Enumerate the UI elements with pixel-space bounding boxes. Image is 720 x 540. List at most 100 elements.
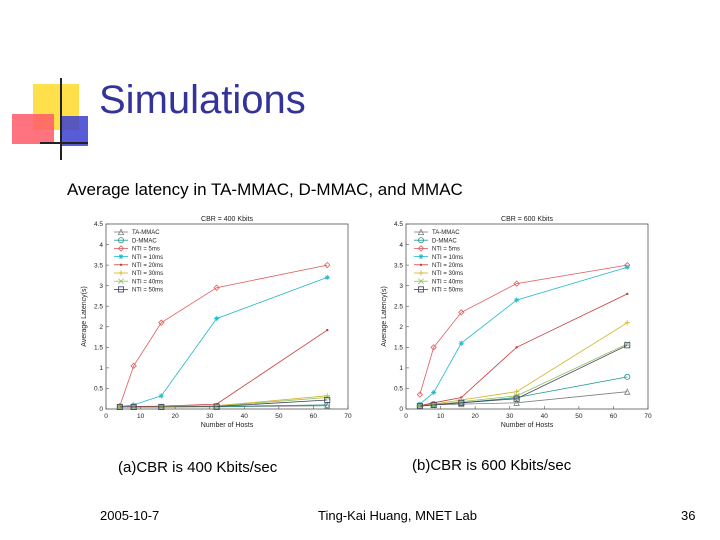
x-axis-label: Number of Hosts	[501, 422, 554, 429]
legend-label-d-mmac: D-MMAC	[432, 238, 457, 244]
x-tick-label: 60	[610, 413, 618, 420]
y-tick-label: 3.5	[94, 262, 103, 269]
data-point-nti-50ms	[324, 396, 331, 403]
data-point-ta-mmac	[513, 399, 520, 406]
legend-marker-ta-mmac	[117, 228, 125, 236]
chart-title: CBR = 400 Kbits	[201, 216, 253, 223]
data-point-nti-30ms	[624, 320, 630, 326]
y-tick-label: 0.5	[94, 386, 103, 393]
legend-marker-nti-30ms	[418, 270, 424, 276]
data-point-nti-5ms	[324, 261, 331, 269]
data-point-nti-10ms	[324, 274, 330, 281]
plot-area	[405, 223, 649, 410]
series-line-nti-5ms	[419, 264, 628, 395]
data-point-nti-50ms	[130, 403, 137, 410]
x-tick-label: 70	[644, 413, 652, 420]
x-tick-label: 0	[404, 413, 408, 420]
data-point-nti-20ms	[626, 292, 629, 296]
data-point-nti-50ms	[158, 403, 165, 410]
legend-label-nti-30ms: NTI = 30ms	[132, 271, 163, 277]
y-tick-label: 1.5	[394, 345, 403, 352]
y-tick-label: 0.5	[394, 386, 403, 393]
data-point-nti-20ms	[515, 346, 518, 349]
footer-date: 2005-10-7	[100, 508, 160, 523]
series-line-nti-50ms	[119, 399, 328, 408]
x-tick-label: 30	[206, 413, 214, 420]
data-point-nti-50ms	[430, 401, 437, 408]
legend-label-nti-5ms: NTI = 5ms	[432, 247, 460, 253]
legend-label-nti-50ms: NTI = 50ms	[432, 288, 463, 294]
chart-cbr-600: CBR = 600 Kbits 0 10 20 30 40 50 60 70 0 0.5 1 1.5 2 2…	[381, 216, 652, 429]
legend-marker-nti-20ms	[119, 263, 123, 266]
legend-marker-d-mmac	[418, 237, 425, 244]
data-point-nti-5ms	[513, 280, 520, 287]
legend-marker-nti-50ms	[118, 286, 125, 293]
data-point-nti-10ms	[158, 393, 164, 399]
data-point-nti-5ms	[213, 284, 220, 291]
series-markers-nti-50ms	[416, 342, 631, 410]
data-point-ta-mmac	[324, 402, 331, 409]
legend-marker-nti-50ms	[418, 286, 425, 293]
legend-label-d-mmac: D-MMAC	[132, 238, 157, 244]
legend-marker-nti-5ms	[117, 245, 125, 252]
legend-label-nti-10ms: NTI = 10ms	[132, 255, 163, 261]
y-tick-label: 1	[399, 365, 403, 372]
y-tick-label: 0	[399, 406, 403, 413]
x-tick-label: 20	[172, 413, 180, 420]
y-tick-label: 2.5	[394, 303, 403, 310]
legend-label-nti-20ms: NTI = 20ms	[132, 263, 163, 269]
chart-title: CBR = 600 Kbits	[501, 216, 553, 223]
x-tick-label: 10	[137, 413, 145, 420]
legend-marker-nti-20ms	[419, 263, 423, 266]
legend-label-nti-20ms: NTI = 20ms	[432, 263, 463, 269]
series-markers-nti-5ms	[116, 261, 331, 410]
x-tick-label: 0	[104, 413, 108, 420]
data-point-nti-5ms	[430, 344, 437, 351]
data-point-ta-mmac	[458, 400, 465, 408]
legend-marker-nti-10ms	[118, 254, 124, 260]
data-point-nti-10ms	[214, 315, 220, 322]
legend-label-nti-40ms: NTI = 40ms	[132, 279, 163, 285]
decor-vertical-line	[60, 78, 62, 160]
data-point-nti-50ms	[624, 342, 631, 349]
decor-horizontal-line	[40, 142, 88, 144]
legend-label-nti-5ms: NTI = 5ms	[132, 247, 160, 253]
slide-title: Simulations	[99, 78, 306, 122]
data-point-nti-10ms	[458, 340, 464, 346]
slide-subtitle: Average latency in TA-MMAC, D-MMAC, and …	[67, 180, 463, 199]
decor-red-square	[12, 114, 54, 144]
legend-marker-d-mmac	[118, 237, 125, 244]
legend-marker-nti-40ms	[418, 278, 424, 285]
y-tick-label: 4.5	[94, 221, 103, 228]
y-tick-label: 4.5	[394, 221, 403, 228]
series-line-nti-50ms	[419, 344, 628, 407]
slide-number: 36	[681, 508, 696, 523]
legend-marker-nti-30ms	[118, 270, 124, 276]
data-point-nti-10ms	[514, 297, 520, 303]
x-tick-label: 40	[241, 413, 249, 420]
legend-label-nti-50ms: NTI = 50ms	[132, 288, 163, 294]
y-tick-label: 0	[99, 406, 103, 413]
legend-label-nti-40ms: NTI = 40ms	[432, 279, 463, 285]
decor-blue-square	[60, 116, 88, 146]
data-point-nti-5ms	[458, 309, 465, 316]
data-point-nti-5ms	[130, 362, 137, 369]
data-point-nti-50ms	[458, 399, 465, 406]
caption-a: (a)CBR is 400 Kbits/sec	[118, 459, 278, 476]
data-point-nti-10ms	[624, 264, 630, 270]
data-point-nti-30ms	[514, 389, 520, 395]
series-line-nti-5ms	[119, 264, 328, 407]
data-point-d-mmac	[624, 373, 631, 380]
y-tick-label: 2.5	[94, 303, 103, 310]
data-point-nti-5ms	[416, 391, 423, 398]
data-point-nti-50ms	[213, 403, 220, 410]
y-tick-label: 2	[399, 324, 403, 331]
legend-label-ta-mmac: TA-MMAC	[432, 230, 460, 236]
x-tick-label: 50	[575, 413, 583, 420]
y-axis-label: Average Latency(s)	[81, 286, 88, 347]
chart-cbr-400: CBR = 400 Kbits 0 10 20 30 40 50 60 70 0 0.5 1 1.5 2 2…	[81, 216, 352, 429]
data-point-ta-mmac	[624, 388, 631, 395]
y-axis-label: Average Latency(s)	[381, 286, 388, 347]
y-tick-label: 4	[399, 242, 403, 249]
x-tick-label: 10	[437, 413, 445, 420]
